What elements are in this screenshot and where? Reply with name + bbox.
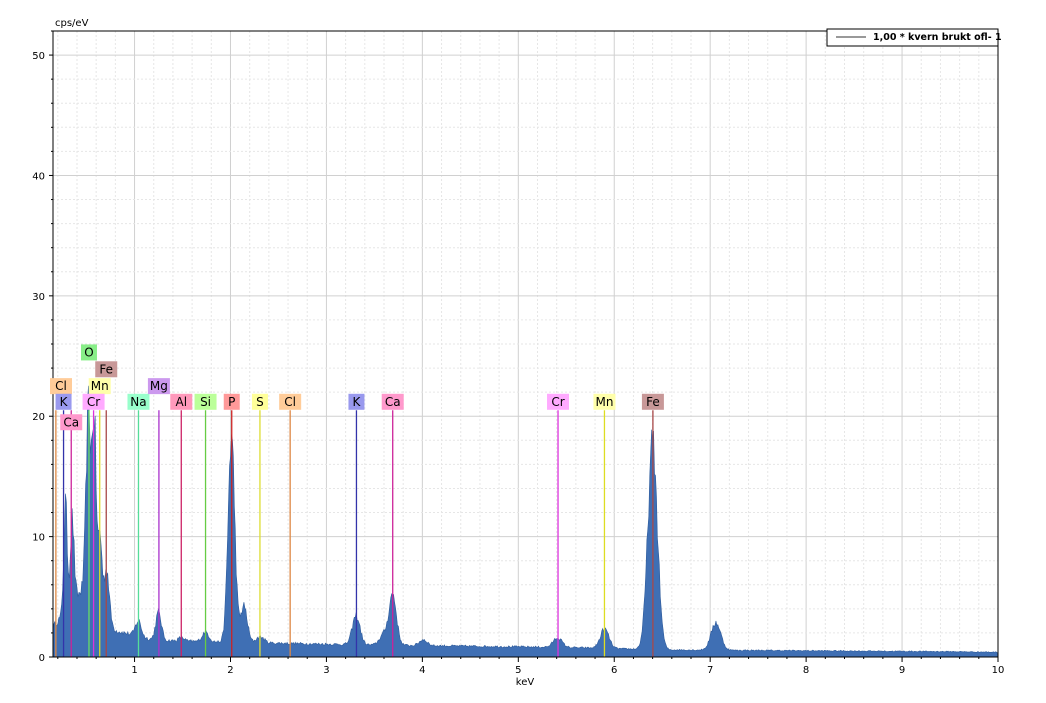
y-tick-label: 30 xyxy=(32,292,45,303)
y-tick-label: 10 xyxy=(32,533,45,544)
y-axis-title: cps/eV xyxy=(55,18,89,29)
x-tick-label: 9 xyxy=(899,665,905,676)
marker-label-cr: Cr xyxy=(551,395,564,409)
marker-label-al: Al xyxy=(175,395,187,409)
marker-label-k: K xyxy=(353,395,362,409)
marker-label-mn: Mn xyxy=(595,395,613,409)
x-tick-label: 6 xyxy=(611,665,617,676)
marker-label-k: K xyxy=(60,395,69,409)
x-tick-label: 3 xyxy=(323,665,329,676)
legend: 1,00 * kvern brukt ofl- 1 xyxy=(827,29,1002,46)
marker-label-p: P xyxy=(228,395,235,409)
x-tick-label: 5 xyxy=(515,665,521,676)
marker-label-fe: Fe xyxy=(646,395,660,409)
marker-label-si: Si xyxy=(200,395,211,409)
legend-entry-label: 1,00 * kvern brukt ofl- 1 xyxy=(873,32,1002,43)
y-tick-label: 20 xyxy=(32,412,45,423)
marker-label-o: O xyxy=(84,345,93,359)
x-tick-label: 8 xyxy=(803,665,809,676)
marker-label-cl: Cl xyxy=(55,379,67,393)
marker-label-cr: Cr xyxy=(87,395,100,409)
marker-label-mg: Mg xyxy=(150,379,168,393)
marker-label-ca: Ca xyxy=(63,415,79,429)
x-axis-title: keV xyxy=(516,677,535,688)
marker-label-na: Na xyxy=(130,395,146,409)
marker-label-mn: Mn xyxy=(91,379,109,393)
y-tick-label: 0 xyxy=(39,653,45,664)
marker-label-ca: Ca xyxy=(385,395,401,409)
x-tick-label: 2 xyxy=(227,665,233,676)
x-tick-label: 4 xyxy=(419,665,425,676)
marker-label-cl: Cl xyxy=(284,395,296,409)
x-tick-label: 7 xyxy=(707,665,713,676)
y-tick-label: 40 xyxy=(32,171,45,182)
x-tick-label: 1 xyxy=(131,665,137,676)
marker-label-s: S xyxy=(256,395,264,409)
y-tick-label: 50 xyxy=(32,51,45,62)
x-tick-label: 10 xyxy=(992,665,1005,676)
marker-label-fe: Fe xyxy=(99,362,113,376)
